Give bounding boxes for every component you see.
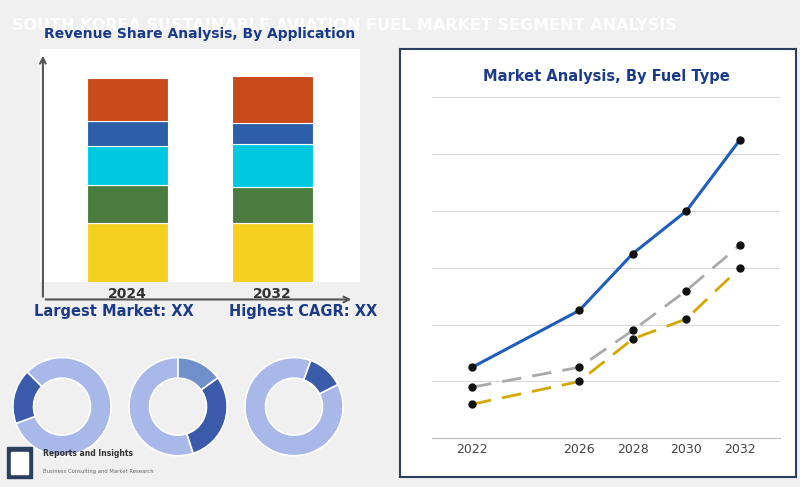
- Bar: [232, 76, 314, 123]
- Text: Business Consulting and Market Research: Business Consulting and Market Research: [43, 469, 154, 474]
- Bar: [86, 121, 168, 147]
- Wedge shape: [178, 357, 218, 390]
- Bar: [86, 147, 168, 185]
- Bar: [232, 123, 314, 144]
- Bar: [232, 223, 314, 282]
- Wedge shape: [245, 357, 343, 456]
- Bar: [232, 187, 314, 223]
- Wedge shape: [129, 357, 193, 456]
- Wedge shape: [186, 378, 227, 453]
- FancyBboxPatch shape: [11, 452, 28, 473]
- Bar: [232, 144, 314, 187]
- Bar: [86, 185, 168, 223]
- Bar: [86, 78, 168, 121]
- Title: Market Analysis, By Fuel Type: Market Analysis, By Fuel Type: [482, 69, 730, 84]
- Wedge shape: [304, 360, 338, 394]
- Text: Highest CAGR: XX: Highest CAGR: XX: [230, 304, 378, 319]
- Wedge shape: [16, 357, 111, 456]
- Wedge shape: [13, 372, 42, 423]
- Bar: [86, 223, 168, 282]
- Text: Reports and Insights: Reports and Insights: [43, 450, 133, 458]
- Title: Revenue Share Analysis, By Application: Revenue Share Analysis, By Application: [44, 27, 356, 40]
- Text: SOUTH KOREA SUSTAINABLE AVIATION FUEL MARKET SEGMENT ANALYSIS: SOUTH KOREA SUSTAINABLE AVIATION FUEL MA…: [12, 18, 677, 33]
- FancyBboxPatch shape: [6, 447, 32, 478]
- Text: Largest Market: XX: Largest Market: XX: [34, 304, 194, 319]
